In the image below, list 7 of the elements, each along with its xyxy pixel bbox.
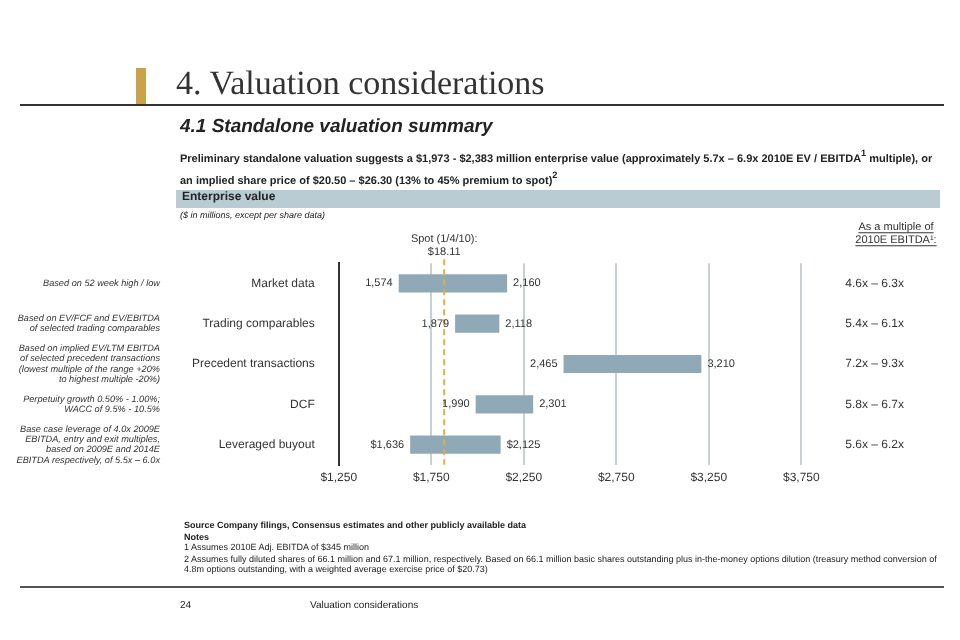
bar — [410, 435, 501, 454]
bar — [455, 314, 500, 333]
bar — [563, 354, 702, 374]
bar — [398, 274, 508, 293]
chart-title: 4. Valuation considerations — [176, 64, 545, 104]
chart-subtitle: 4.1 Standalone valuation summary — [180, 116, 493, 138]
bar — [475, 395, 534, 414]
